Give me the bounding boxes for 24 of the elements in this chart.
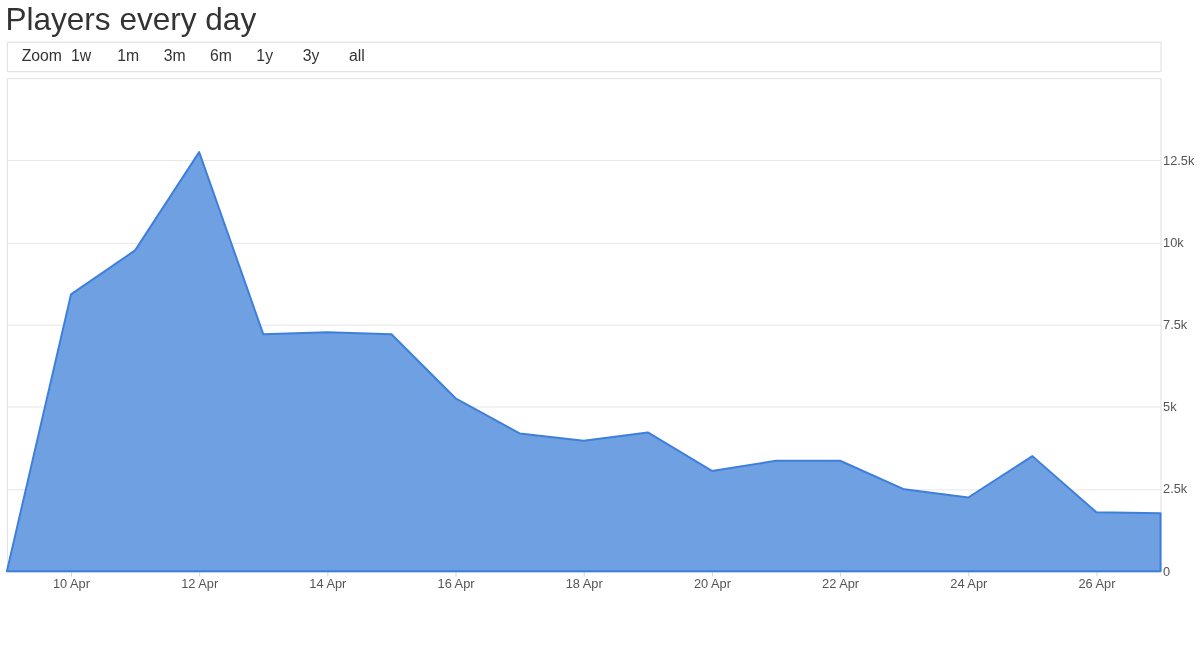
x-tick-label: 10 Apr — [52, 576, 91, 592]
text: 3m — [163, 47, 186, 65]
text: 1y — [256, 47, 274, 65]
text: Zoom — [21, 47, 63, 65]
text: 6m — [210, 47, 232, 65]
y-tick-label: 5k — [1163, 399, 1178, 415]
y-tick-label: 0 — [1163, 563, 1171, 579]
y-tick-label: 12.5k — [1163, 152, 1195, 168]
y-tick-label: 10k — [1163, 234, 1185, 250]
x-tick-label: 24 Apr — [950, 576, 989, 592]
x-tick-label: 26 Apr — [1078, 576, 1117, 592]
x-tick-label: 12 Apr — [181, 576, 219, 592]
y-tick-label: 2.5k — [1163, 481, 1188, 497]
text: 1w — [70, 47, 92, 65]
y-tick-label: 7.5k — [1163, 317, 1188, 333]
x-tick-label: 22 Apr — [822, 576, 860, 592]
x-tick-label: 18 Apr — [565, 576, 604, 592]
x-tick-label: 20 Apr — [693, 576, 732, 592]
x-tick-label: 16 Apr — [437, 576, 476, 592]
chart-title: Players every day — [5, 1, 257, 38]
text: all — [349, 47, 365, 65]
text: 3y — [302, 47, 320, 65]
x-tick-label: 14 Apr — [309, 576, 348, 592]
text: 1m — [117, 47, 140, 65]
